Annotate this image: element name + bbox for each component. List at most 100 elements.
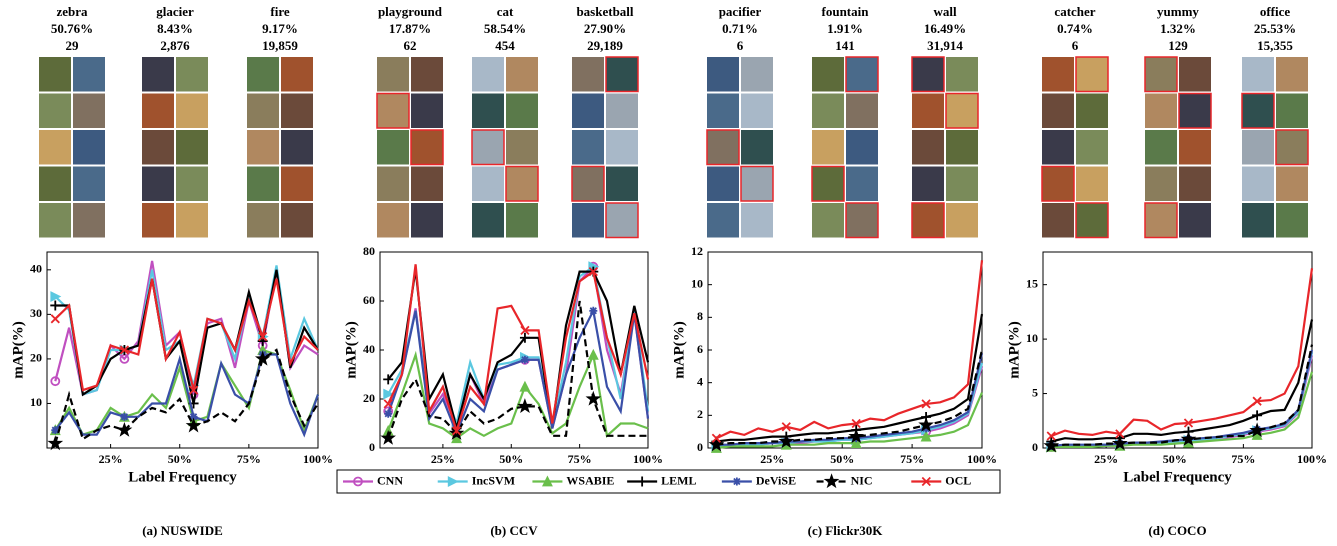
thumbnail [506,94,538,129]
image-label: glacier [156,4,194,19]
thumbnail [142,57,174,92]
thumbnail [1179,57,1211,92]
thumbnail [506,167,538,202]
y-tick-label: 0 [697,440,703,454]
thumbnail [1042,167,1074,202]
thumbnail [572,94,604,129]
image-label: basketball [576,4,633,19]
thumbnail [1042,130,1074,165]
marker [50,300,60,310]
y-tick-label: 0 [369,440,375,454]
x-tick-label: 25% [1094,452,1118,466]
thumbnail [912,94,944,129]
thumbnail [247,130,279,165]
y-tick-label: 12 [691,244,703,258]
thumbnail [472,203,504,238]
thumbnail [1276,167,1308,202]
thumbnail [912,57,944,92]
thumbnail [1076,94,1108,129]
x-tick-label: 25% [99,452,123,466]
y-axis-label: mAP(%) [10,321,26,378]
marker [1183,434,1194,444]
x-tick-label: 50% [168,452,192,466]
thumbnail [1179,130,1211,165]
image-count: 31,914 [927,38,963,53]
marker [188,420,199,430]
y-tick-label: 2 [697,407,703,421]
marker [384,410,392,418]
thumbnail [411,57,443,92]
thumbnail [1145,203,1177,238]
thumbnail [142,94,174,129]
thumbnail [281,167,313,202]
image-count: 2,876 [160,38,190,53]
x-tick-label: 100% [633,452,663,466]
image-count: 129 [1168,38,1188,53]
thumbnail [606,203,638,238]
thumbnail [1145,94,1177,129]
thumbnail [176,167,208,202]
thumbnail [572,167,604,202]
thumbnail [1242,130,1274,165]
thumbnail [1076,130,1108,165]
plot-frame [1043,252,1312,448]
thumbnail [1076,57,1108,92]
image-label: catcher [1054,4,1095,19]
y-tick-label: 10 [30,395,42,409]
y-axis-label: mAP(%) [343,321,359,378]
thumbnail [281,57,313,92]
image-label: office [1260,4,1291,19]
thumbnail [846,94,878,129]
figure: zebra50.76%29glacier8.43%2,876fire9.17%1… [0,0,1337,546]
thumbnail [741,167,773,202]
y-tick-label: 4 [697,374,703,388]
subcaption: (a) NUSWIDE [142,523,223,538]
thumbnail [176,203,208,238]
thumbnail [1042,94,1074,129]
legend-label: CNN [377,473,403,487]
image-percent: 27.90% [584,21,626,36]
thumbnail [73,130,105,165]
thumbnail [247,167,279,202]
thumbnail [1276,57,1308,92]
image-count: 6 [737,38,744,53]
thumbnail [946,203,978,238]
thumbnail [247,203,279,238]
marker [589,351,597,359]
subcaption: (c) Flickr30K [808,523,884,538]
image-count: 15,355 [1257,38,1293,53]
thumbnail [247,57,279,92]
thumbnail [846,57,878,92]
image-percent: 17.87% [389,21,431,36]
thumbnail [572,57,604,92]
thumbnail [506,57,538,92]
y-tick-label: 15 [1026,276,1038,290]
thumbnail [572,203,604,238]
image-percent: 1.91% [827,21,863,36]
thumbnail [472,94,504,129]
y-tick-label: 20 [363,391,375,405]
thumbnail [1242,57,1274,92]
thumbnail [1242,94,1274,129]
marker [589,307,597,315]
thumbnail [1276,130,1308,165]
thumbnail [572,130,604,165]
thumbnail [812,130,844,165]
thumbnail [812,167,844,202]
thumbnail [741,57,773,92]
thumbnail [176,130,208,165]
series-line [1051,345,1312,446]
thumbnail [39,167,71,202]
image-percent: 25.53% [1254,21,1296,36]
thumbnail [912,130,944,165]
series-line [716,260,982,438]
image-percent: 50.76% [51,21,93,36]
thumbnail [281,94,313,129]
thumbnail [1042,57,1074,92]
y-tick-label: 10 [1026,331,1038,345]
y-tick-label: 5 [1032,385,1038,399]
subcaption: (d) COCO [1148,523,1206,538]
y-tick-label: 60 [363,293,375,307]
thumbnail [606,130,638,165]
thumbnail [912,167,944,202]
